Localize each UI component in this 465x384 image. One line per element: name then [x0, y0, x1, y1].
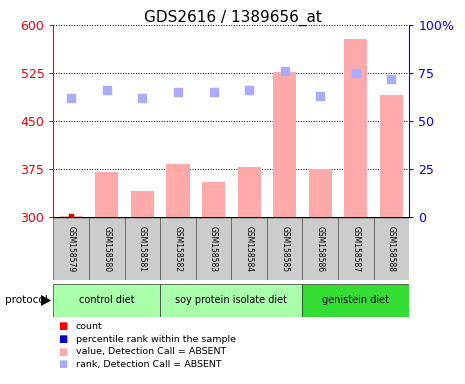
Bar [238, 167, 261, 217]
Text: ■: ■ [58, 334, 67, 344]
Text: protocol: protocol [5, 295, 47, 306]
Bar [53, 284, 160, 317]
Text: rank, Detection Call = ABSENT: rank, Detection Call = ABSENT [76, 360, 221, 369]
Point [317, 93, 324, 99]
Text: GSM158585: GSM158585 [280, 225, 289, 272]
Text: ■: ■ [58, 347, 67, 357]
Text: GSM158584: GSM158584 [245, 225, 253, 272]
Text: GSM158583: GSM158583 [209, 225, 218, 272]
Text: GSM158581: GSM158581 [138, 226, 147, 271]
Text: GSM158582: GSM158582 [173, 226, 182, 271]
Text: GSM158579: GSM158579 [67, 225, 76, 272]
Bar [273, 72, 296, 217]
Point [139, 95, 146, 101]
Text: GSM158586: GSM158586 [316, 225, 325, 272]
Bar [160, 284, 303, 317]
Text: percentile rank within the sample: percentile rank within the sample [76, 334, 236, 344]
Bar [309, 169, 332, 217]
Bar [338, 217, 374, 280]
Text: GSM158587: GSM158587 [352, 225, 360, 272]
Point [174, 89, 182, 95]
Text: ■: ■ [58, 359, 67, 369]
Bar [131, 191, 154, 217]
Bar [53, 217, 89, 280]
Point [67, 213, 75, 219]
Polygon shape [41, 295, 51, 306]
Point [388, 76, 395, 82]
Bar [232, 217, 267, 280]
Bar [196, 217, 232, 280]
Point [210, 89, 217, 95]
Text: GSM158580: GSM158580 [102, 225, 111, 272]
Point [352, 70, 359, 76]
Bar [160, 217, 196, 280]
Bar [344, 39, 367, 217]
Bar [380, 95, 403, 217]
Point [246, 87, 253, 93]
Text: count: count [76, 322, 103, 331]
Text: genistein diet: genistein diet [322, 295, 389, 306]
Text: soy protein isolate diet: soy protein isolate diet [175, 295, 287, 306]
Bar [60, 216, 83, 217]
Text: value, Detection Call = ABSENT: value, Detection Call = ABSENT [76, 347, 226, 356]
Bar [125, 217, 160, 280]
Point [67, 95, 75, 101]
Bar [95, 172, 119, 217]
Text: ■: ■ [58, 321, 67, 331]
Text: control diet: control diet [79, 295, 135, 306]
Bar [166, 164, 190, 217]
Bar [89, 217, 125, 280]
Point [103, 87, 111, 93]
Bar [202, 182, 225, 217]
Bar [267, 217, 303, 280]
Bar [303, 284, 409, 317]
Bar [303, 217, 338, 280]
Text: GDS2616 / 1389656_at: GDS2616 / 1389656_at [144, 10, 321, 26]
Text: GSM158588: GSM158588 [387, 226, 396, 271]
Point [281, 68, 288, 74]
Bar [374, 217, 409, 280]
